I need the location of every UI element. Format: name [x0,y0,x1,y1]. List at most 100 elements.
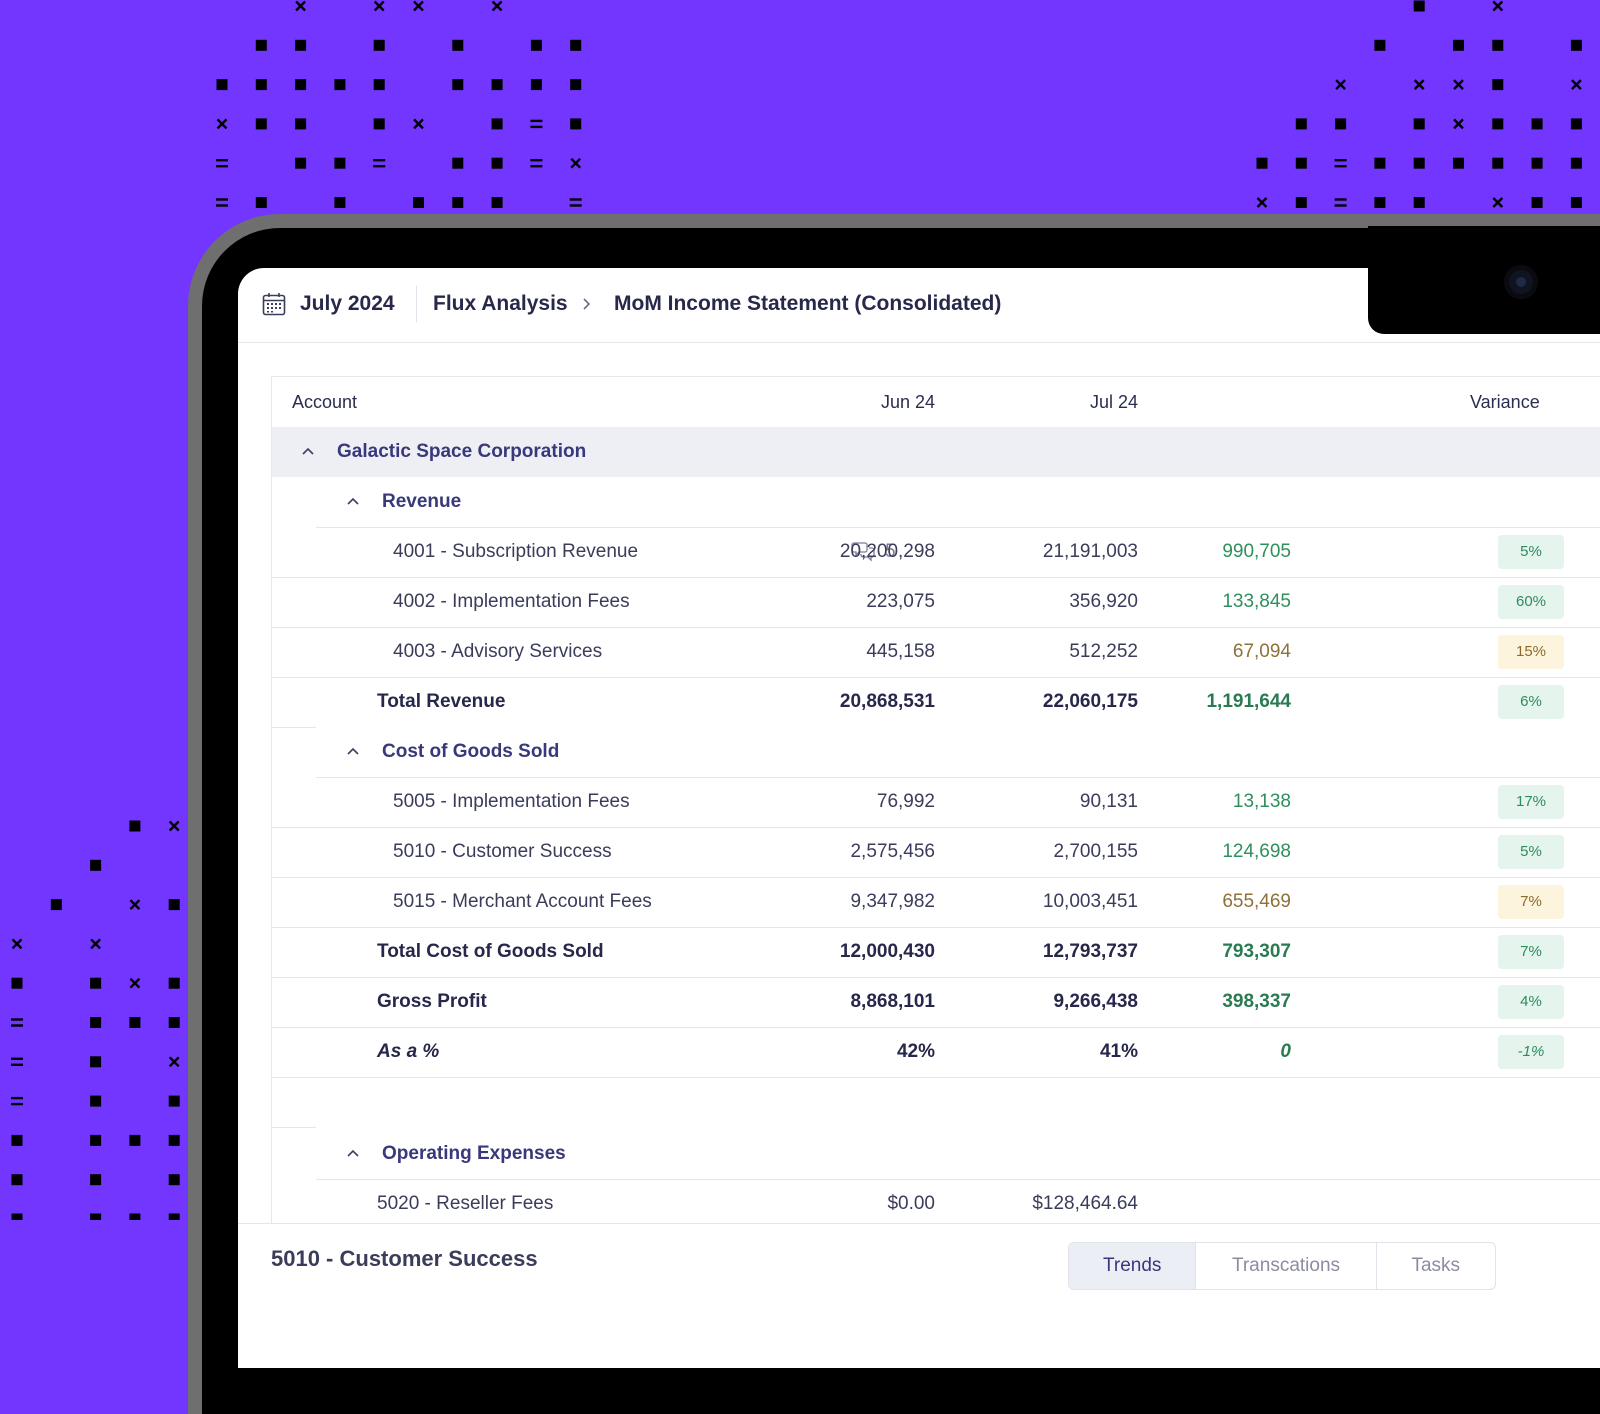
account-name: 5015 - Merchant Account Fees [393,891,652,912]
detail-panel: 5010 - Customer Success Trends Transcati… [238,1223,1600,1324]
section-label: Cost of Goods Sold [382,741,560,762]
gross-profit-row[interactable]: Gross Profit 8,868,101 9,266,438 398,337… [272,977,1600,1028]
jun-value: 42% [896,1041,935,1062]
chevron-up-icon[interactable] [301,446,315,456]
total-label: Total Cost of Goods Sold [377,941,604,962]
pattern-top-right [1245,0,1600,215]
total-label: Total Revenue [377,691,506,712]
jul-value: 90,131 [1079,791,1138,812]
section-label: Revenue [382,491,462,512]
table-row[interactable]: 5005 - Implementation Fees 76,992 90,131… [272,777,1600,828]
chevron-up-icon[interactable] [346,1148,360,1158]
chevron-up-icon[interactable] [346,746,360,756]
jun-value: 8,868,101 [850,991,935,1012]
jun-value: 9,347,982 [850,891,935,912]
spacer-row [272,1077,1600,1128]
detail-title: 5010 - Customer Success [271,1246,538,1271]
variance-value: 133,845 [1222,591,1291,612]
table-row[interactable]: 5020 - Reseller Fees $0.00 $128,464.64 [272,1179,1600,1229]
gross-margin-row[interactable]: As a % 42% 41% 0 -1% [272,1027,1600,1078]
table-row[interactable]: 4001 - Subscription Revenue 5 20,200,298… [272,527,1600,578]
section-row-cogs[interactable]: Cost of Goods Sold [272,727,1600,778]
column-header-jul[interactable]: Jul 24 [1089,392,1138,412]
jun-value: $0.00 [887,1193,935,1214]
comment-count[interactable]: 5 [885,541,896,562]
account-name: 5010 - Customer Success [393,841,612,862]
variance-value: 0 [1280,1041,1291,1062]
variance-pct-badge: 17% [1498,785,1564,819]
jul-value: 22,060,175 [1042,691,1138,712]
period-selector[interactable]: July 2024 [300,292,395,315]
company-row[interactable]: Galactic Space Corporation [272,427,1600,477]
total-row[interactable]: Total Cost of Goods Sold 12,000,430 12,7… [272,927,1600,978]
variance-pct-badge: 5% [1498,835,1564,869]
jun-value: 20,200,298 [839,541,935,562]
device-notch [1368,226,1600,334]
variance-pct-badge: 7% [1498,885,1564,919]
jul-value: 9,266,438 [1053,991,1138,1012]
jul-value: 512,252 [1069,641,1138,662]
app-screen: July 2024 Flux Analysis MoM Income State… [238,268,1600,1368]
tab-tasks[interactable]: Tasks [1411,1255,1461,1276]
variance-pct-badge: 6% [1498,685,1564,719]
variance-value: 124,698 [1222,841,1291,862]
jun-value: 20,868,531 [839,691,935,712]
variance-value: 990,705 [1222,541,1291,562]
camera-icon [1504,265,1538,299]
tab-trends[interactable]: Trends [1069,1243,1197,1289]
variance-pct-badge: -1% [1498,1035,1564,1069]
breadcrumb-report-title: MoM Income Statement (Consolidated) [614,292,1002,315]
gross-margin-label: As a % [377,1041,440,1062]
section-row-revenue[interactable]: Revenue [272,477,1600,528]
income-statement-table: Account Jun 24 Jul 24 Variance Galactic … [271,376,1600,1237]
total-row[interactable]: Total Revenue 20,868,531 22,060,175 1,19… [272,677,1600,728]
tab-transactions[interactable]: Transcations [1196,1243,1377,1289]
account-name: 4002 - Implementation Fees [393,591,630,612]
pattern-bottom-left [0,820,185,1220]
top-bar: July 2024 Flux Analysis MoM Income State… [238,268,1600,343]
detail-tabs: Trends Transcations Tasks [1068,1242,1496,1290]
chevron-right-icon [583,298,591,310]
jul-value: $128,464.64 [1032,1193,1138,1214]
jun-value: 223,075 [866,591,935,612]
column-header-variance[interactable]: Variance [1470,392,1540,412]
jul-value: 356,920 [1069,591,1138,612]
chevron-up-icon[interactable] [346,496,360,506]
section-row-opex[interactable]: Operating Expenses [272,1129,1600,1180]
account-name: 4003 - Advisory Services [393,641,603,662]
variance-value: 793,307 [1222,941,1291,962]
variance-value: 1,191,644 [1206,691,1291,712]
jun-value: 76,992 [876,791,935,812]
table-row[interactable]: 5015 - Merchant Account Fees 9,347,982 1… [272,877,1600,928]
account-name: 4001 - Subscription Revenue [393,541,639,562]
table-row[interactable]: 4002 - Implementation Fees 223,075 356,9… [272,577,1600,628]
account-name: 5020 - Reseller Fees [377,1193,554,1214]
jul-value: 21,191,003 [1042,541,1138,562]
variance-pct-badge: 7% [1498,935,1564,969]
pattern-top-left [205,0,605,215]
comment-icon[interactable] [851,540,875,564]
section-label: Operating Expenses [382,1143,566,1164]
variance-value: 655,469 [1222,891,1291,912]
divider [416,286,417,322]
jul-value: 10,003,451 [1042,891,1138,912]
jul-value: 41% [1099,1041,1138,1062]
jun-value: 2,575,456 [850,841,935,862]
variance-value: 398,337 [1222,991,1291,1012]
column-header-account[interactable]: Account [292,392,358,412]
variance-pct-badge: 60% [1498,585,1564,619]
jul-value: 2,700,155 [1053,841,1138,862]
variance-value: 13,138 [1232,791,1291,812]
variance-pct-badge: 4% [1498,985,1564,1019]
breadcrumb-flux-analysis[interactable]: Flux Analysis [433,292,568,315]
jun-value: 12,000,430 [839,941,935,962]
jul-value: 12,793,737 [1042,941,1138,962]
variance-value: 67,094 [1232,641,1291,662]
table-header: Account Jun 24 Jul 24 Variance [272,377,1600,427]
column-header-jun[interactable]: Jun 24 [880,392,935,412]
calendar-icon[interactable] [262,292,286,316]
gross-profit-label: Gross Profit [377,991,487,1012]
table-row[interactable]: 4003 - Advisory Services 445,158 512,252… [272,627,1600,678]
company-name: Galactic Space Corporation [337,441,587,462]
table-row[interactable]: 5010 - Customer Success 2,575,456 2,700,… [272,827,1600,878]
